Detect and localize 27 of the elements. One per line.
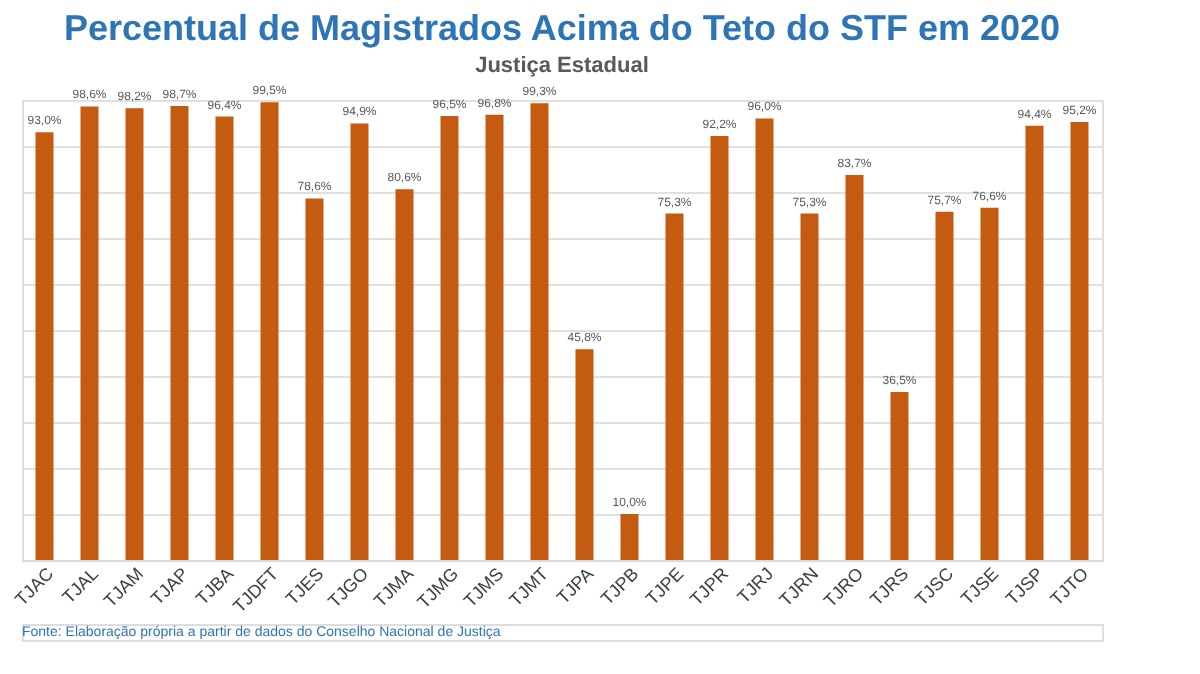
chart-subtitle: Justiça Estadual: [475, 54, 649, 79]
bar: [170, 105, 189, 560]
bar: [935, 211, 954, 560]
chart-title: Percentual de Magistrados Acima do Teto do STF em 2020: [63, 8, 1061, 49]
bar: [800, 213, 819, 560]
bar: [305, 198, 324, 560]
bar: [80, 106, 99, 560]
bar: [620, 514, 639, 560]
bar: [215, 116, 234, 560]
bar: [665, 213, 684, 560]
bar: [890, 392, 909, 560]
bar: [530, 103, 549, 560]
bar: [710, 135, 729, 560]
bar: [125, 108, 144, 560]
bar: [440, 116, 459, 560]
bar: [260, 102, 279, 560]
bar: [1070, 122, 1089, 560]
bar: [575, 349, 594, 560]
bar: [1025, 125, 1044, 560]
bar: [395, 189, 414, 560]
bar: [35, 132, 54, 560]
bar: [755, 118, 774, 560]
bar: [845, 174, 864, 560]
bar: [350, 123, 369, 560]
x-tick-label: TJAL: [58, 563, 103, 608]
bar: [980, 207, 999, 560]
bar: [485, 114, 504, 560]
